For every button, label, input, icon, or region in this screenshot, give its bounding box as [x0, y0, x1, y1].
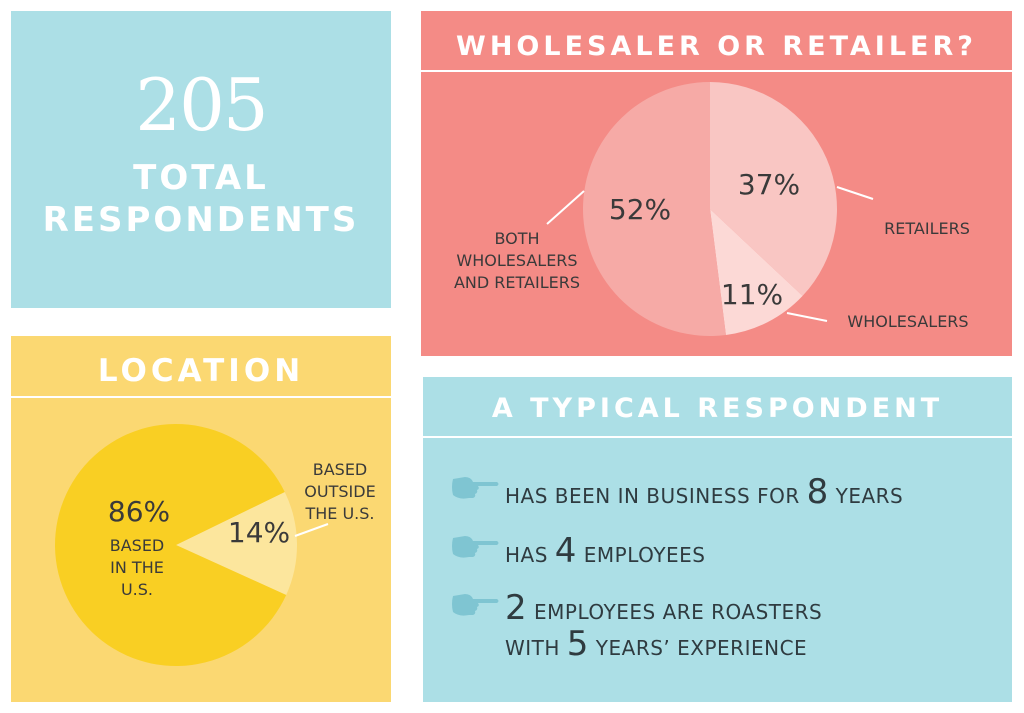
label-inside-line2: IN THE [110, 558, 164, 577]
pie-value-label-both: 52% [609, 193, 671, 226]
pie-slice-both [583, 82, 726, 336]
leader-line-retailers [836, 186, 874, 200]
label-outside-line1: BASED [313, 460, 368, 479]
location-panel: LOCATION 86% 14% BASED OUTSIDE THE U.S. B… [11, 336, 391, 702]
header-divider [423, 436, 1012, 438]
leader-line-both [546, 190, 585, 225]
total-number: 205 [135, 63, 268, 147]
pie-slice-retailers [710, 82, 837, 296]
pie-slice-inside-us [54, 423, 287, 666]
fact3b-text: WITH [505, 636, 560, 660]
pie-value-label-inside-us: 86% [108, 495, 170, 528]
pie-value-label-retailers: 37% [738, 168, 800, 201]
label-outside-line3: THE U.S. [304, 504, 374, 523]
header-divider [11, 396, 391, 398]
total-label: TOTAL RESPONDENTS [11, 157, 391, 241]
fact-employees: HAS 4 EMPLOYEES [505, 534, 706, 568]
label-inside-line3: U.S. [121, 580, 153, 599]
fact1-text: HAS BEEN IN BUSINESS FOR [505, 484, 800, 508]
pie-value-label-wholesalers: 11% [721, 278, 783, 311]
pie-slice-wholesalers [710, 209, 803, 335]
pointing-hand-icon [452, 594, 499, 616]
fact1-unit: YEARS [835, 484, 904, 508]
total-label-line1: TOTAL [133, 158, 269, 198]
label-retailers: RETAILERS [884, 219, 970, 238]
wholesaler-retailer-panel: WHOLESALER OR RETAILER? 52% 37% 11% BOTH W… [421, 11, 1012, 356]
label-both-line1: BOTH [494, 229, 539, 248]
fact3-text: EMPLOYEES ARE ROASTERS [534, 600, 823, 624]
fact3-number: 2 [505, 588, 528, 628]
label-outside-line2: OUTSIDE [304, 482, 375, 501]
typical-respondent-panel: A TYPICAL RESPONDENT HAS BEEN IN BUSINES… [423, 377, 1012, 702]
fact1-number: 8 [806, 472, 829, 512]
fact-roasters: 2 EMPLOYEES ARE ROASTERS [505, 591, 822, 625]
fact-business-years: HAS BEEN IN BUSINESS FOR 8 YEARS [505, 475, 903, 509]
fact2-text: HAS [505, 543, 548, 567]
pie-value-label-outside-us: 14% [228, 516, 290, 549]
location-pie-chart: 86% 14% BASED OUTSIDE THE U.S. BASED IN T… [54, 423, 376, 666]
wholesaler-retailer-pie-chart: 52% 37% 11% BOTH WHOLESALERS AND RETAILERS… [454, 82, 970, 336]
fact3b-number: 5 [566, 624, 589, 664]
leader-line-outside [294, 523, 329, 537]
label-inside-line1: BASED [110, 536, 165, 555]
label-wholesalers: WHOLESALERS [847, 312, 968, 331]
label-both-line3: AND RETAILERS [454, 273, 580, 292]
typical-respondent-title: A TYPICAL RESPONDENT [491, 393, 944, 424]
pointing-hand-icon [452, 536, 499, 558]
location-title: LOCATION [97, 353, 305, 389]
fact2-unit: EMPLOYEES [583, 543, 706, 567]
fact2-number: 4 [554, 531, 577, 571]
header-divider [421, 70, 1012, 72]
leader-line-wholesalers [786, 312, 828, 322]
fact3b-unit: YEARS’ EXPERIENCE [595, 636, 808, 660]
pie-slice-outside-us [176, 491, 297, 595]
label-both-line2: WHOLESALERS [456, 251, 577, 270]
total-respondents-panel: 205 TOTAL RESPONDENTS [11, 11, 391, 308]
fact-roaster-experience: WITH 5 YEARS’ EXPERIENCE [505, 627, 807, 661]
wholesaler-retailer-title: WHOLESALER OR RETAILER? [456, 31, 977, 62]
pointing-hand-icon [452, 477, 499, 499]
total-label-line2: RESPONDENTS [42, 200, 360, 240]
